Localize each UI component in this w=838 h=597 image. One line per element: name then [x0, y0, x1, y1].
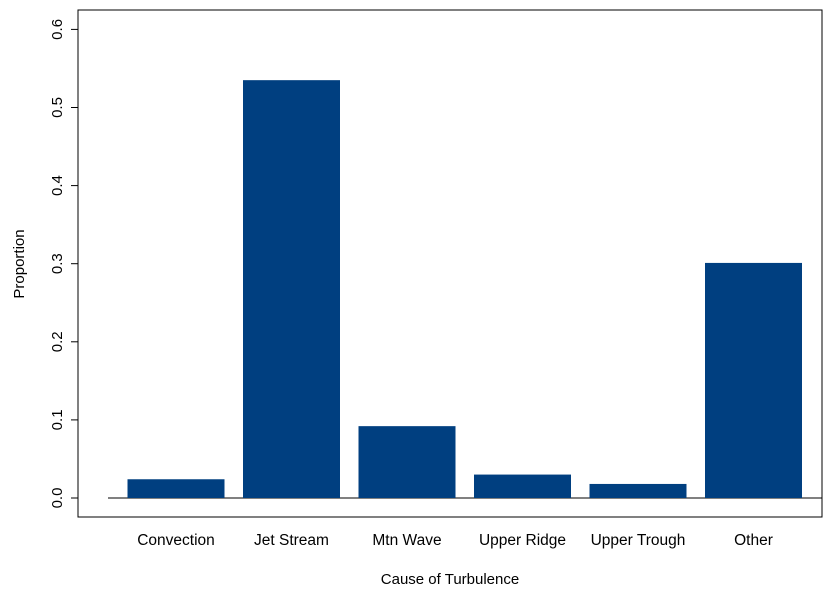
bar-jet-stream	[243, 80, 340, 498]
x-tick-label: Convection	[137, 532, 215, 549]
y-tick-label: 0.1	[49, 409, 66, 430]
bar-mtn-wave	[358, 426, 456, 498]
bar-upper-ridge	[474, 474, 571, 498]
x-axis-title: Cause of Turbulence	[381, 571, 519, 588]
x-tick-label: Jet Stream	[254, 532, 329, 549]
y-tick-label: 0.3	[49, 253, 66, 274]
y-axis-title: Proportion	[11, 229, 28, 298]
bars-group	[127, 80, 802, 498]
bar-upper-trough	[589, 483, 687, 498]
x-tick-label: Upper Trough	[591, 532, 686, 549]
x-tick-label: Other	[734, 532, 773, 549]
y-tick-label: 0.2	[49, 331, 66, 352]
y-tick-label: 0.6	[49, 19, 66, 40]
y-axis: 0.0 0.1 0.2 0.3 0.4 0.5 0.6	[49, 19, 78, 508]
x-axis: Convection Jet Stream Mtn Wave Upper Ridge U…	[137, 532, 773, 549]
x-tick-label: Upper Ridge	[479, 532, 566, 549]
x-tick-label: Mtn Wave	[372, 532, 441, 549]
y-tick-label: 0.4	[49, 175, 66, 196]
y-tick-label: 0.0	[49, 488, 66, 509]
bar-other	[705, 262, 802, 498]
y-tick-label: 0.5	[49, 97, 66, 118]
bar-convection	[127, 479, 225, 498]
